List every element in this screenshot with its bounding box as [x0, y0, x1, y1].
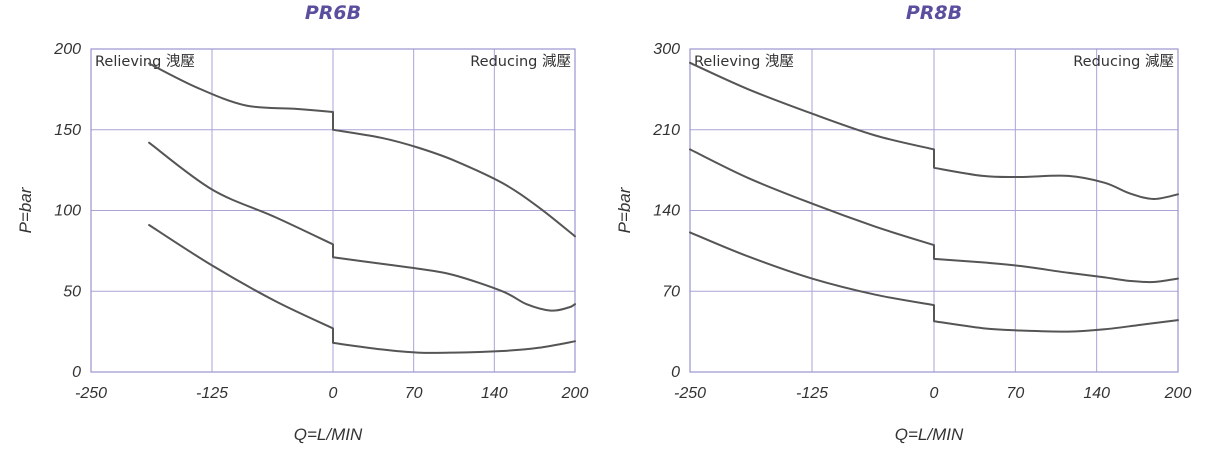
x-tick-label: 200 — [1164, 385, 1192, 402]
series-line-3 — [689, 231, 1179, 333]
y-tick-label: 50 — [63, 283, 81, 300]
y-tick-label: 100 — [54, 203, 81, 220]
series-line-1 — [148, 62, 576, 238]
series-line-2 — [148, 141, 576, 312]
x-axis-label: Q=L/MIN — [294, 425, 363, 444]
y-tick-label: 210 — [652, 122, 680, 139]
x-tick-label: 70 — [405, 385, 423, 402]
x-tick-label: 140 — [1083, 385, 1110, 402]
chart-2: PR8B 0 70 140 210 300 -250 -125 0 70 140 200 Relievi… — [615, 2, 1191, 444]
y-tick-label: 150 — [54, 122, 81, 139]
region-label-relieving: Relieving 洩壓 — [95, 53, 195, 70]
region-label-relieving: Relieving 洩壓 — [694, 53, 794, 70]
region-label-reducing: Reducing 減壓 — [470, 53, 571, 70]
chart-1: PR6B 0 50 100 150 200 -250 -125 0 70 140 200 Relievi… — [16, 2, 588, 444]
y-axis-label: P=bar — [16, 186, 35, 233]
x-axis-label: Q=L/MIN — [895, 425, 964, 444]
series-line-3 — [148, 224, 576, 354]
y-tick-label: 140 — [653, 203, 680, 220]
x-tick-label: -125 — [796, 385, 828, 402]
series-line-1 — [689, 61, 1179, 201]
x-tick-label: 70 — [1006, 385, 1024, 402]
x-tick-label: 140 — [481, 385, 508, 402]
x-tick-label: -125 — [196, 385, 228, 402]
x-tick-label: 200 — [561, 385, 589, 402]
y-tick-label: 300 — [653, 41, 680, 58]
y-tick-label: 0 — [72, 364, 81, 381]
region-label-reducing: Reducing 減壓 — [1073, 53, 1174, 70]
x-tick-label: 0 — [329, 385, 338, 402]
y-axis-label: P=bar — [615, 186, 634, 233]
series-line-2 — [689, 148, 1179, 284]
chart-title: PR6B — [305, 2, 361, 24]
y-tick-label: 70 — [662, 283, 680, 300]
plot-frame — [689, 48, 1179, 373]
y-tick-label: 200 — [53, 41, 81, 58]
plot-frame — [90, 48, 576, 373]
y-tick-label: 0 — [671, 364, 680, 381]
chart-title: PR8B — [906, 2, 962, 24]
x-tick-label: 0 — [930, 385, 939, 402]
x-tick-label: -250 — [75, 385, 107, 402]
x-tick-label: -250 — [674, 385, 706, 402]
